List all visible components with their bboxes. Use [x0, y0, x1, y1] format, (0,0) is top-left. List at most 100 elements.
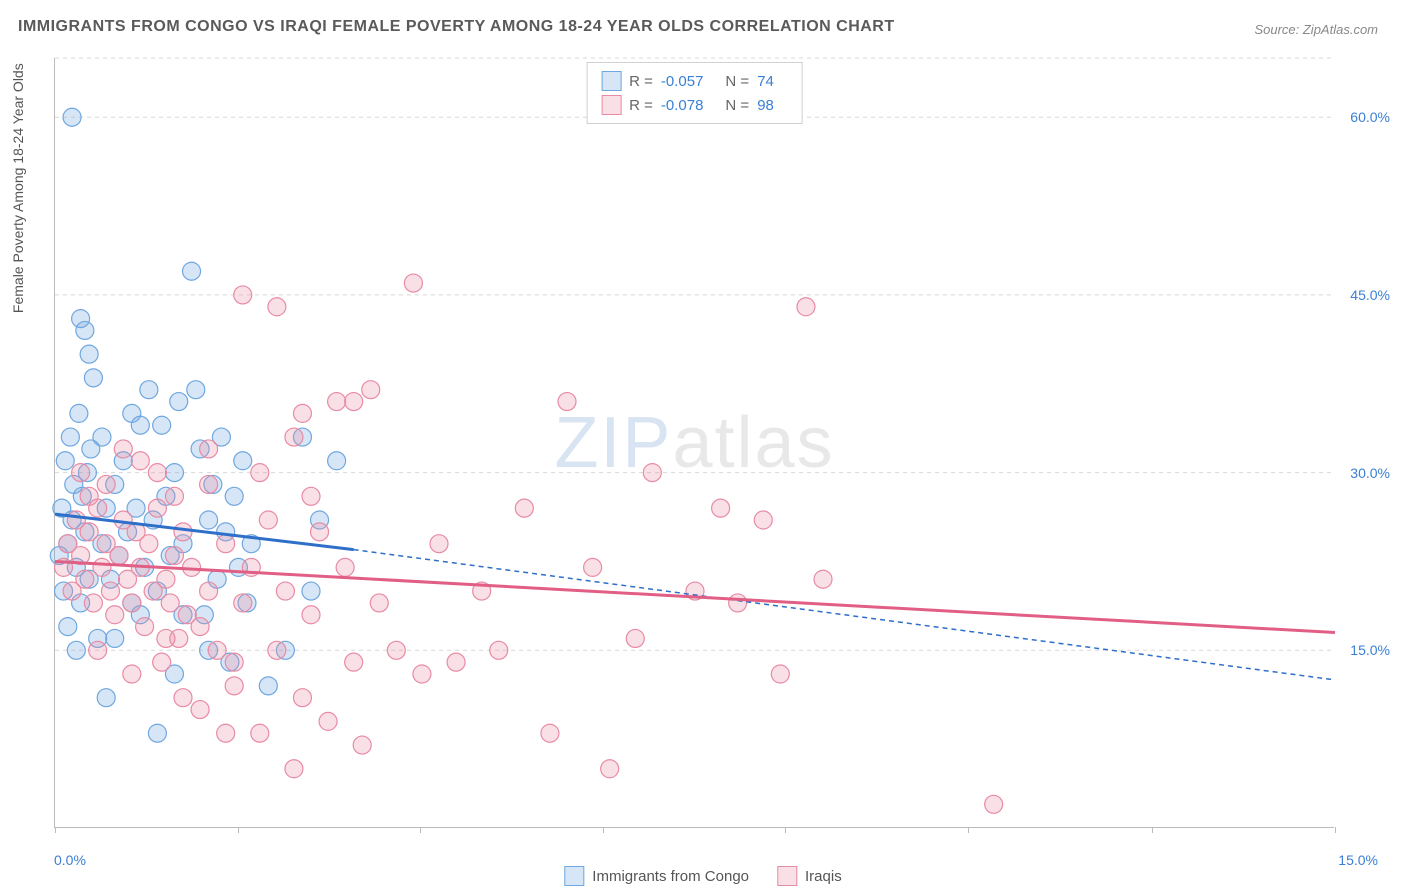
- source-label: Source: ZipAtlas.com: [1254, 22, 1378, 37]
- data-point: [328, 452, 346, 470]
- data-point: [174, 523, 192, 541]
- y-tick-label: 60.0%: [1350, 109, 1390, 125]
- data-point: [170, 393, 188, 411]
- data-point: [268, 298, 286, 316]
- data-point: [97, 475, 115, 493]
- data-point: [70, 404, 88, 422]
- data-point: [345, 653, 363, 671]
- data-point: [584, 558, 602, 576]
- data-point: [56, 452, 74, 470]
- data-point: [84, 369, 102, 387]
- swatch-iraqi: [601, 95, 621, 115]
- data-point: [285, 428, 303, 446]
- data-point: [187, 381, 205, 399]
- data-point: [259, 677, 277, 695]
- data-point: [174, 689, 192, 707]
- y-tick-label: 30.0%: [1350, 465, 1390, 481]
- legend-swatch-congo: [564, 866, 584, 886]
- data-point: [293, 404, 311, 422]
- data-point: [148, 464, 166, 482]
- data-point: [161, 594, 179, 612]
- data-point: [430, 535, 448, 553]
- data-point: [80, 487, 98, 505]
- y-axis-title: Female Poverty Among 18-24 Year Olds: [10, 63, 26, 313]
- data-point: [353, 736, 371, 754]
- data-point: [302, 606, 320, 624]
- data-point: [140, 535, 158, 553]
- data-point: [319, 712, 337, 730]
- r-label-2: R =: [629, 97, 653, 114]
- data-point: [217, 724, 235, 742]
- data-point: [712, 499, 730, 517]
- data-point: [490, 641, 508, 659]
- data-point: [131, 452, 149, 470]
- data-point: [217, 535, 235, 553]
- r-value-iraqi: -0.078: [661, 97, 704, 114]
- stat-row-congo: R = -0.057 N = 74: [601, 69, 788, 93]
- data-point: [80, 523, 98, 541]
- data-point: [251, 724, 269, 742]
- data-point: [225, 653, 243, 671]
- data-point: [541, 724, 559, 742]
- data-point: [165, 547, 183, 565]
- data-point: [140, 381, 158, 399]
- plot-svg: [55, 58, 1334, 827]
- data-point: [123, 404, 141, 422]
- data-point: [93, 428, 111, 446]
- data-point: [643, 464, 661, 482]
- data-point: [114, 440, 132, 458]
- data-point: [729, 594, 747, 612]
- data-point: [447, 653, 465, 671]
- data-point: [136, 618, 154, 636]
- data-point: [106, 606, 124, 624]
- stats-box: R = -0.057 N = 74 R = -0.078 N = 98: [586, 62, 803, 124]
- data-point: [251, 464, 269, 482]
- legend-iraqi: Iraqis: [777, 866, 842, 886]
- chart-title: IMMIGRANTS FROM CONGO VS IRAQI FEMALE PO…: [18, 18, 895, 36]
- data-point: [328, 393, 346, 411]
- data-point: [225, 487, 243, 505]
- data-point: [515, 499, 533, 517]
- data-point: [311, 523, 329, 541]
- data-point: [153, 653, 171, 671]
- data-point: [362, 381, 380, 399]
- x-tick: [1335, 827, 1336, 833]
- data-point: [157, 570, 175, 588]
- data-point: [208, 641, 226, 659]
- data-point: [302, 582, 320, 600]
- data-point: [200, 475, 218, 493]
- data-point: [404, 274, 422, 292]
- data-point: [153, 416, 171, 434]
- data-point: [268, 641, 286, 659]
- data-point: [80, 345, 98, 363]
- data-point: [200, 582, 218, 600]
- data-point: [601, 760, 619, 778]
- data-point: [89, 641, 107, 659]
- data-point: [771, 665, 789, 683]
- x-tick: [968, 827, 969, 833]
- r-label: R =: [629, 73, 653, 90]
- data-point: [123, 665, 141, 683]
- data-point: [370, 594, 388, 612]
- y-tick-label: 45.0%: [1350, 287, 1390, 303]
- data-point: [336, 558, 354, 576]
- data-point: [191, 701, 209, 719]
- legend-label-iraqi: Iraqis: [805, 868, 842, 885]
- data-point: [148, 724, 166, 742]
- x-tick: [55, 827, 56, 833]
- data-point: [200, 440, 218, 458]
- data-point: [76, 570, 94, 588]
- data-point: [558, 393, 576, 411]
- x-tick: [420, 827, 421, 833]
- data-point: [797, 298, 815, 316]
- data-point: [814, 570, 832, 588]
- x-tick-min: 0.0%: [54, 852, 86, 868]
- data-point: [101, 582, 119, 600]
- data-point: [191, 618, 209, 636]
- x-tick: [1152, 827, 1153, 833]
- data-point: [157, 629, 175, 647]
- data-point: [97, 689, 115, 707]
- data-point: [76, 321, 94, 339]
- data-point: [165, 464, 183, 482]
- legend-label-congo: Immigrants from Congo: [592, 868, 749, 885]
